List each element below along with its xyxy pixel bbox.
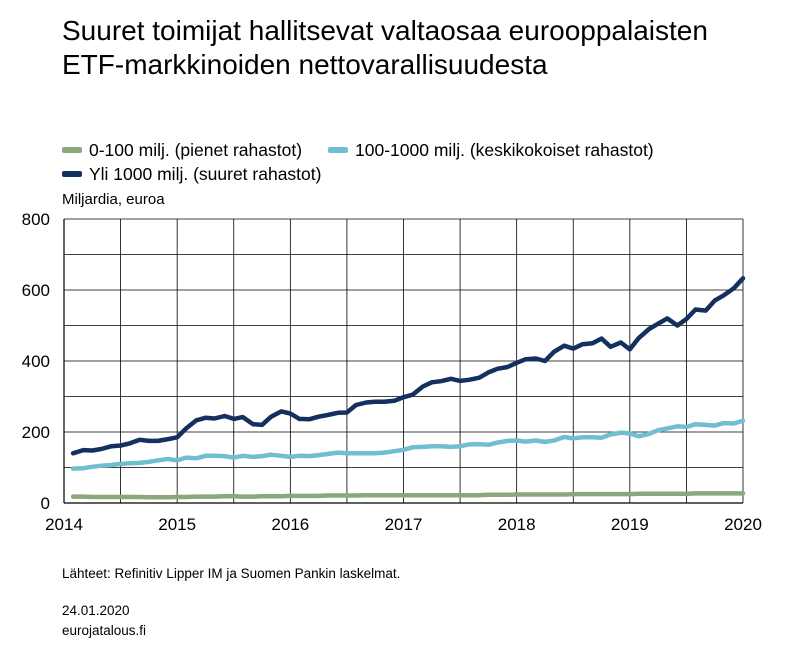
legend-item-small-funds: 0-100 milj. (pienet rahastot) [62, 138, 302, 162]
y-tick-label: 600 [22, 281, 50, 300]
publish-date: 24.01.2020 [62, 603, 130, 618]
legend-swatch-medium-funds [328, 147, 349, 153]
legend-swatch-small-funds [62, 147, 82, 153]
series-line-1 [70, 491, 746, 500]
x-tick-label: 2016 [271, 515, 309, 534]
x-tick-label: 2019 [611, 515, 649, 534]
legend-label-large-funds: Yli 1000 milj. (suuret rahastot) [89, 164, 322, 184]
footer: 24.01.2020 eurojatalous.fi [62, 601, 146, 641]
series-line-2 [70, 418, 746, 471]
x-tick-label: 2014 [45, 515, 83, 534]
y-tick-label: 200 [22, 423, 50, 442]
y-tick-label: 800 [22, 210, 50, 229]
x-tick-label: 2018 [498, 515, 536, 534]
legend-label-small-funds: 0-100 milj. (pienet rahastot) [89, 140, 303, 160]
y-tick-label: 400 [22, 352, 50, 371]
chart-title: Suuret toimijat hallitsevat valtaosaa eu… [62, 15, 708, 80]
x-tick-label: 2020 [724, 515, 762, 534]
series-line-3 [70, 276, 746, 456]
legend-label-medium-funds: 100-1000 milj. (keskikokoiset rahastot) [355, 140, 654, 160]
line-chart: 0 200 400 600 800 2014 2015 2016 2017 2018 2019 202… [22, 210, 762, 534]
source-note: Lähteet: Refinitiv Lipper IM ja Suomen P… [62, 566, 401, 581]
y-tick-label: 0 [41, 494, 50, 513]
y-axis-unit-label: Miljardia, euroa [62, 191, 165, 208]
legend: 0-100 milj. (pienet rahastot) 100-1000 m… [62, 138, 782, 186]
site-name: eurojatalous.fi [62, 623, 147, 638]
x-tick-label: 2017 [385, 515, 423, 534]
legend-item-large-funds: Yli 1000 milj. (suuret rahastot) [62, 162, 321, 186]
legend-swatch-large-funds [62, 171, 82, 177]
legend-item-medium-funds: 100-1000 milj. (keskikokoiset rahastot) [328, 138, 654, 162]
x-tick-label: 2015 [158, 515, 196, 534]
